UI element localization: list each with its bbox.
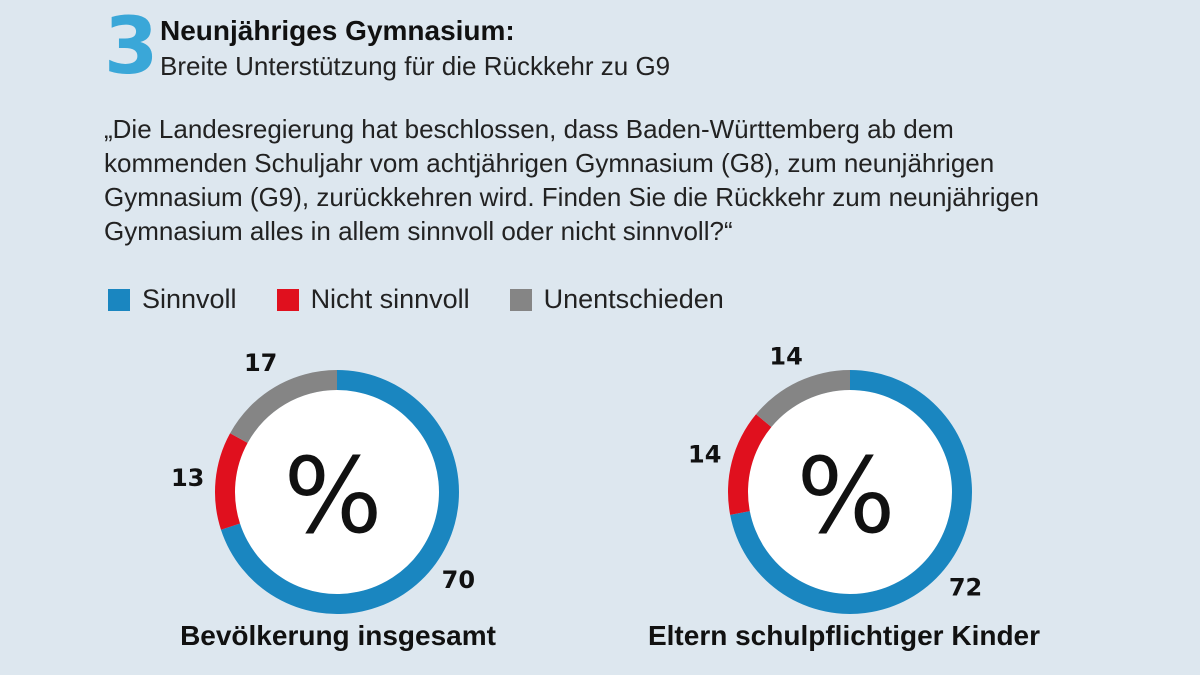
chart-caption-eltern: Eltern schulpflichtiger Kinder	[647, 620, 1041, 651]
donut-slice-nicht-sinnvoll	[728, 414, 772, 515]
donut-center	[748, 390, 952, 594]
donut-slice-nicht-sinnvoll	[214, 433, 248, 530]
donut-slice-unentschieden	[755, 370, 850, 427]
legend-swatch-sinnvoll	[108, 288, 130, 311]
data-label: 17	[244, 349, 277, 377]
data-label: 70	[442, 566, 475, 594]
donut-center	[235, 390, 439, 594]
section-number: 3	[104, 2, 159, 92]
survey-question: „Die Landesregierung hat beschlossen, da…	[104, 114, 1039, 246]
legend-item-nicht-sinnvoll: Nicht sinnvoll	[276, 284, 470, 315]
legend-label: Sinnvoll	[142, 284, 237, 314]
legend-swatch-unentschieden	[509, 288, 532, 311]
data-label: 14	[688, 441, 721, 469]
center-percent-label: %	[284, 435, 383, 557]
legend-swatch-nicht-sinnvoll	[276, 288, 299, 311]
legend-item-unentschieden: Unentschieden	[509, 284, 724, 315]
legend-label: Unentschieden	[543, 284, 724, 314]
chart-caption-bevoelkerung: Bevölkerung insgesamt	[180, 620, 496, 651]
center-percent-label: %	[797, 435, 896, 557]
page-subtitle: Breite Unterstützung für die Rückkehr zu…	[160, 51, 671, 81]
donut-slice-unentschieden	[230, 370, 337, 443]
data-label: 14	[769, 342, 802, 370]
data-label: 72	[949, 574, 982, 602]
page-title: Neunjähriges Gymnasium:	[160, 15, 515, 46]
legend-label: Nicht sinnvoll	[310, 284, 470, 314]
legend-item-sinnvoll: Sinnvoll	[108, 284, 237, 315]
legend: Sinnvoll Nicht sinnvoll Unentschieden	[108, 284, 764, 315]
data-label: 13	[171, 464, 204, 492]
